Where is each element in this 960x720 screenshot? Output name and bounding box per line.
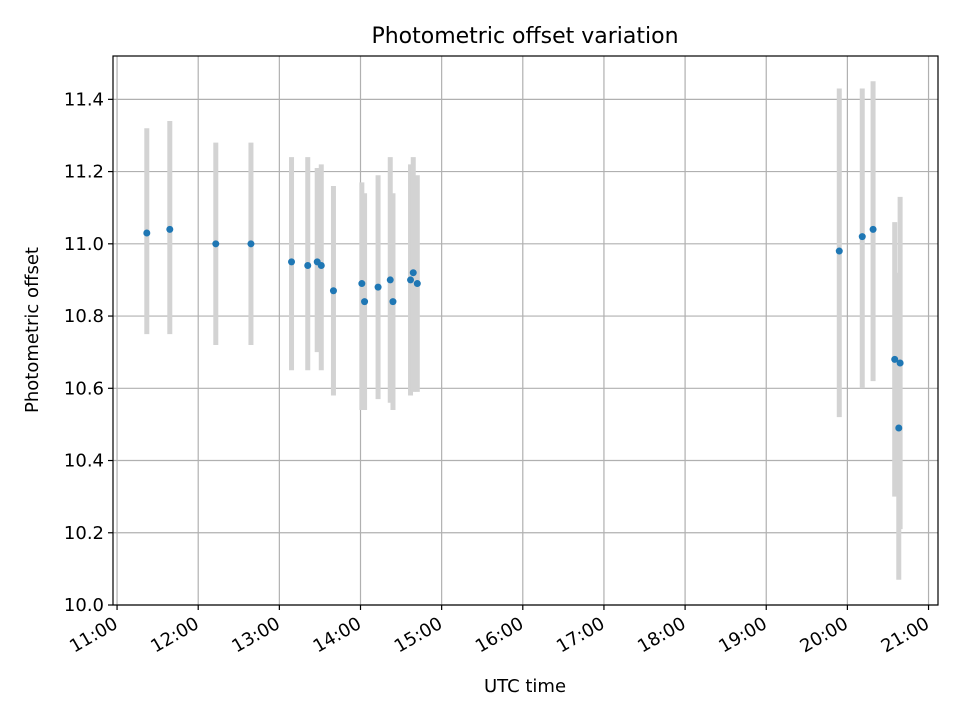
data-point [409,269,417,277]
y-tick-label: 10.4 [64,451,104,472]
data-point [386,276,394,284]
data-point [317,261,325,269]
data-point [858,233,866,241]
data-points [143,225,904,432]
data-point [413,280,421,288]
data-point [835,247,843,255]
y-tick-label: 10.0 [64,595,104,616]
y-tick-label: 11.0 [64,234,104,255]
data-point [212,240,220,248]
y-axis-label: Photometric offset [22,247,43,413]
data-point [389,298,397,306]
data-point [374,283,382,291]
data-point [891,355,899,363]
y-tick-label: 11.4 [64,89,104,110]
x-axis-label: UTC time [484,676,566,697]
y-axis-ticks: 10.0 10.2 10.4 10.6 10.8 11.0 11.2 11.4 [64,89,113,616]
data-point [895,424,903,432]
y-tick-label: 11.2 [64,162,104,183]
plot-frame [112,55,939,606]
data-point [288,258,296,266]
data-point [407,276,415,284]
data-point [896,359,904,367]
data-point [361,298,369,306]
data-point [329,287,337,295]
y-tick-label: 10.8 [64,306,104,327]
data-point [869,225,877,233]
data-point [166,225,174,233]
data-point [247,240,255,248]
chart-title: Photometric offset variation [371,24,678,49]
data-point [143,229,151,237]
y-tick-label: 10.2 [64,523,104,544]
data-point [358,280,366,288]
y-tick-label: 10.6 [64,378,104,399]
data-point [304,261,312,269]
